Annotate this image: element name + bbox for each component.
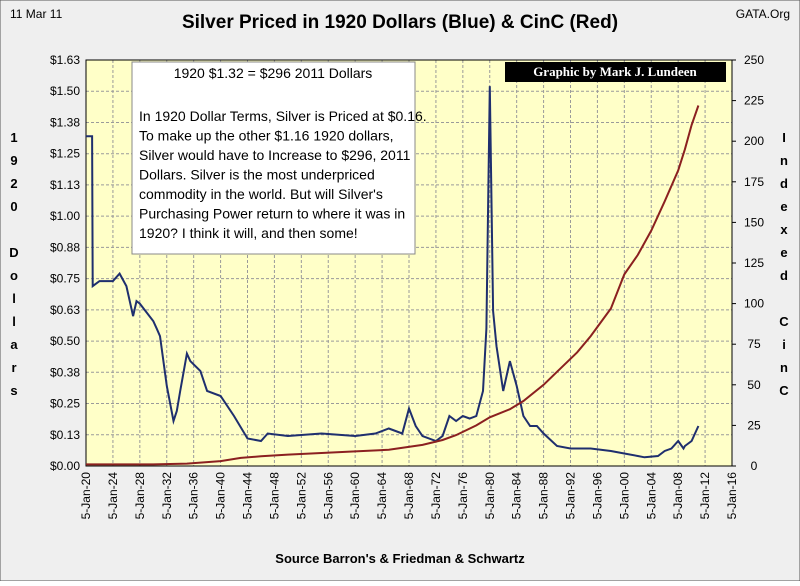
y-tick-label: $0.13 [50, 428, 80, 442]
y2-tick-label: 225 [744, 94, 764, 108]
x-tick-label: 5-Jan-40 [214, 472, 228, 520]
x-tick-label: 5-Jan-44 [241, 472, 255, 520]
y-tick-label: $0.25 [50, 397, 80, 411]
annotation-line: commodity in the world. But will Silver'… [139, 186, 383, 202]
y2-tick-label: 75 [747, 337, 761, 351]
x-tick-label: 5-Jan-00 [617, 472, 631, 520]
source-site: GATA.Org [736, 7, 790, 21]
x-tick-label: 5-Jan-12 [698, 472, 712, 520]
y-tick-label: $0.00 [50, 459, 80, 473]
y-tick-label: $1.13 [50, 178, 80, 192]
x-tick-label: 5-Jan-28 [133, 472, 147, 520]
x-tick-label: 5-Jan-36 [187, 472, 201, 520]
y-tick-label: $0.75 [50, 272, 80, 286]
y2-axis-title: Indexed CinC [777, 130, 792, 406]
annotation-line: 1920? I think it will, and then some! [139, 225, 358, 241]
x-tick-label: 5-Jan-96 [590, 472, 604, 520]
x-tick-label: 5-Jan-20 [79, 472, 93, 520]
y-tick-label: $1.25 [50, 147, 80, 161]
y2-tick-label: 150 [744, 215, 764, 229]
y2-tick-label: 25 [747, 418, 761, 432]
series-line [86, 105, 700, 466]
y2-tick-label: 200 [744, 134, 764, 148]
x-tick-label: 5-Jan-32 [160, 472, 174, 520]
x-tick-label: 5-Jan-92 [564, 472, 578, 520]
y2-tick-label: 100 [744, 297, 764, 311]
y-tick-label: $0.38 [50, 365, 80, 379]
annotation-line: In 1920 Dollar Terms, Silver is Priced a… [139, 108, 427, 124]
credit: Graphic by Mark J. Lundeen [533, 64, 697, 79]
x-tick-label: 5-Jan-80 [483, 472, 497, 520]
x-tick-label: 5-Jan-08 [671, 472, 685, 520]
plot-border [85, 59, 733, 467]
annotation-box [131, 61, 416, 255]
y-tick-label: $1.00 [50, 209, 80, 223]
annotation-line: To make up the other $1.16 1920 dollars, [139, 128, 394, 144]
annotation-line: Silver would have to Increase to $296, 2… [139, 147, 411, 163]
x-tick-label: 5-Jan-72 [429, 472, 443, 520]
y-tick-label: $0.63 [50, 303, 80, 317]
annotation-heading: 1920 $1.32 = $296 2011 Dollars [174, 65, 373, 81]
y2-tick-label: 175 [744, 175, 764, 189]
y2-tick-label: 0 [751, 459, 758, 473]
series-line [86, 86, 700, 459]
x-tick-label: 5-Jan-76 [456, 472, 470, 520]
credit-box [505, 62, 726, 82]
x-tick-label: 5-Jan-84 [510, 472, 524, 520]
y2-tick-label: 250 [744, 53, 764, 67]
y2-tick-label: 125 [744, 256, 764, 270]
y2-tick-label: 50 [747, 378, 761, 392]
x-tick-label: 5-Jan-88 [537, 472, 551, 520]
x-tick-label: 5-Jan-48 [267, 472, 281, 520]
annotation-line: Dollars. Silver is the most underpriced [139, 167, 375, 183]
x-tick-label: 5-Jan-04 [644, 472, 658, 520]
y-tick-label: $0.88 [50, 240, 80, 254]
date-label: 11 Mar 11 [10, 7, 63, 21]
x-tick-label: 5-Jan-60 [348, 472, 362, 520]
x-tick-label: 5-Jan-68 [402, 472, 416, 520]
y-tick-label: $0.50 [50, 334, 80, 348]
x-tick-label: 5-Jan-24 [106, 472, 120, 520]
y-axis-title: 1920 Dollars [7, 130, 22, 406]
y-tick-label: $1.63 [50, 53, 80, 67]
x-tick-label: 5-Jan-64 [375, 472, 389, 520]
x-axis-title: Source Barron's & Friedman & Schwartz [275, 551, 525, 566]
x-tick-label: 5-Jan-56 [321, 472, 335, 520]
x-tick-label: 5-Jan-52 [294, 472, 308, 520]
x-tick-label: 5-Jan-16 [725, 472, 739, 520]
y-tick-label: $1.50 [50, 84, 80, 98]
chart-title: Silver Priced in 1920 Dollars (Blue) & C… [182, 12, 618, 33]
y-tick-label: $1.38 [50, 115, 80, 129]
annotation-line: Purchasing Power return to where it was … [139, 206, 405, 222]
